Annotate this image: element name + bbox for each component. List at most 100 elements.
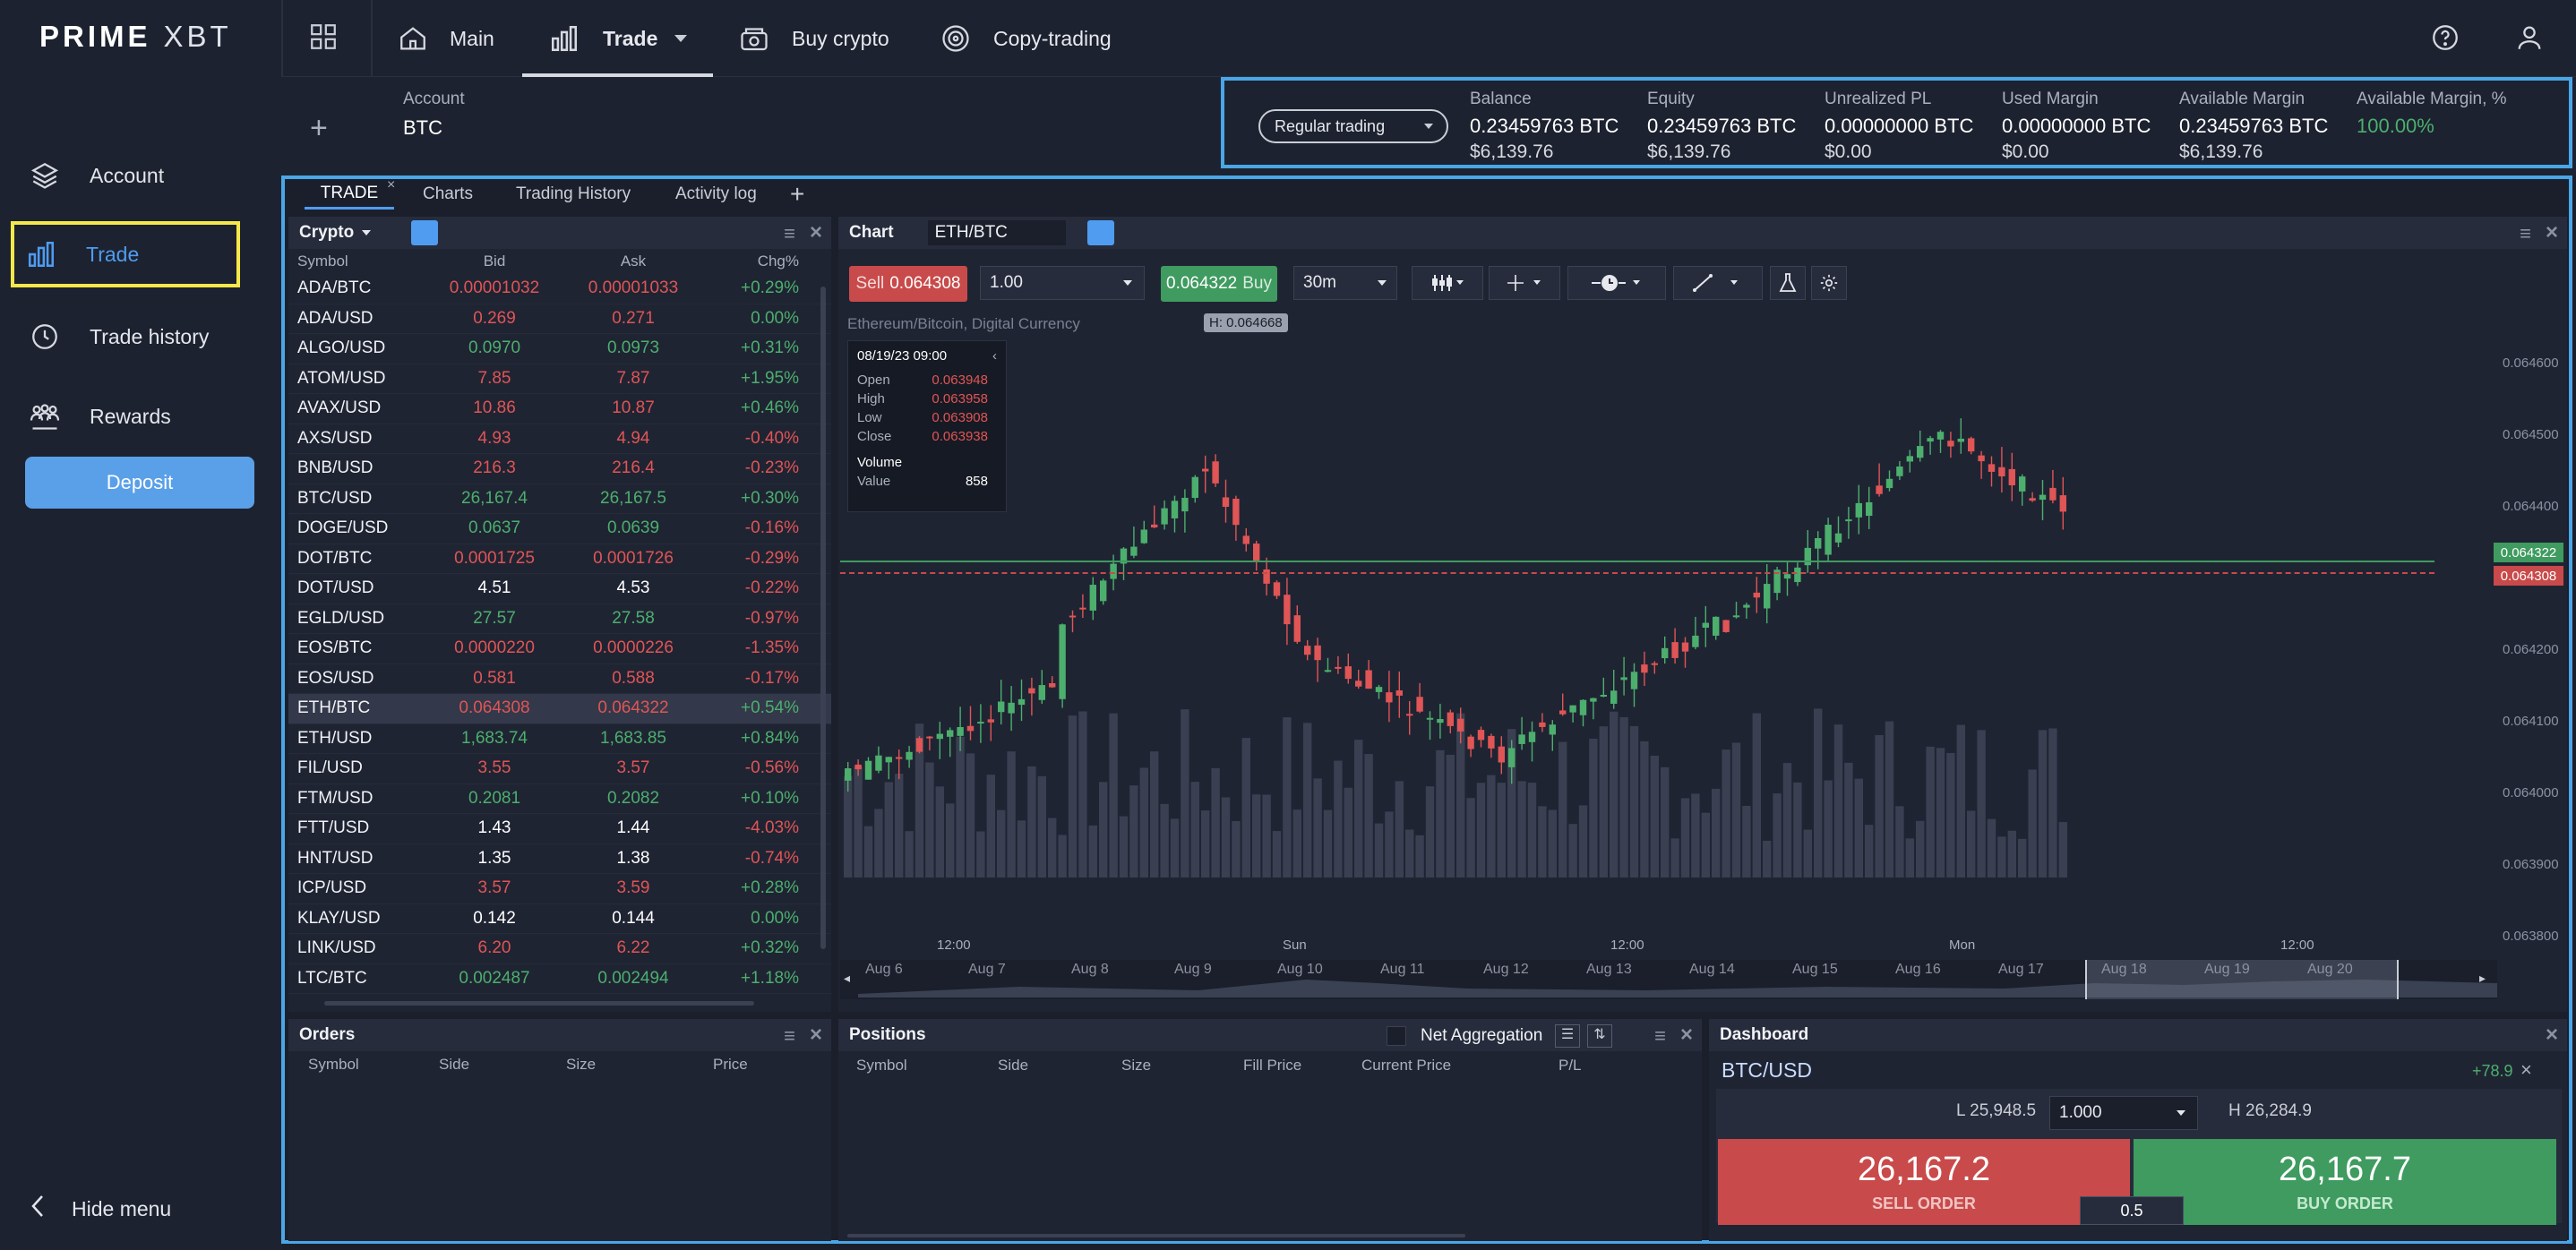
price-axis[interactable]: 0.0646000.0645000.0644000.0643000.064200…	[2495, 217, 2565, 1012]
help-icon[interactable]	[2430, 22, 2460, 57]
col-bid[interactable]: Bid	[483, 253, 506, 270]
table-row[interactable]: ADA/BTC 0.00001032 0.00001033 +0.29%	[288, 274, 831, 304]
table-row[interactable]: DOT/BTC 0.0001725 0.0001726 -0.29%	[288, 544, 831, 574]
table-row[interactable]: FTT/USD 1.43 1.44 -4.03%	[288, 814, 831, 844]
horizontal-scrollbar[interactable]	[324, 1001, 754, 1006]
close-icon[interactable]: ×	[2545, 1023, 2558, 1047]
sort-icon[interactable]: ⇅	[1587, 1024, 1612, 1048]
nav-buy-crypto[interactable]: Buy crypto	[738, 0, 889, 77]
table-row[interactable]: FTM/USD 0.2081 0.2082 +0.10%	[288, 784, 831, 814]
crosshair-button[interactable]	[1489, 266, 1560, 300]
table-row[interactable]: DOGE/USD 0.0637 0.0639 -0.16%	[288, 514, 831, 544]
col-fill-price[interactable]: Fill Price	[1243, 1057, 1302, 1074]
time-tools-button[interactable]	[1567, 266, 1666, 300]
close-icon[interactable]: ×	[809, 1023, 822, 1047]
menu-icon[interactable]: ≡	[1654, 1024, 1666, 1047]
dashboard-qty-select[interactable]: 1.000	[2049, 1096, 2198, 1130]
link-icon[interactable]	[411, 220, 439, 245]
close-icon[interactable]: ×	[809, 220, 822, 244]
table-row[interactable]: ATOM/USD 7.85 7.87 +1.95%	[288, 364, 831, 394]
nav-left-arrow[interactable]: ◂	[844, 971, 851, 985]
chevron-left-icon[interactable]: ‹	[992, 348, 997, 364]
candle-type-button[interactable]	[1412, 266, 1483, 300]
col-size[interactable]: Size	[1121, 1057, 1152, 1074]
nav-right-arrow[interactable]: ▸	[2479, 971, 2486, 985]
chart-qty-select[interactable]: 1.00	[980, 266, 1145, 300]
table-row[interactable]: FIL/USD 3.55 3.57 -0.56%	[288, 754, 831, 784]
close-icon[interactable]: ×	[1679, 1023, 1693, 1047]
table-row[interactable]: ETH/USD 1,683.74 1,683.85 +0.84%	[288, 724, 831, 754]
sell-order-button[interactable]: 26,167.2 SELL ORDER	[1718, 1139, 2130, 1225]
table-row[interactable]: ICP/USD 3.57 3.59 +0.28%	[288, 874, 831, 904]
col-chg[interactable]: Chg%	[757, 253, 799, 270]
table-row[interactable]: ADA/USD 0.269 0.271 0.00%	[288, 304, 831, 334]
table-row[interactable]: LTC/BTC 0.002487 0.002494 +1.18%	[288, 964, 831, 994]
menu-icon[interactable]: ≡	[784, 222, 795, 244]
table-row[interactable]: EGLD/USD 27.57 27.58 -0.97%	[288, 604, 831, 634]
nav-main[interactable]: Main	[398, 0, 494, 77]
table-row[interactable]: AVAX/USD 10.86 10.87 +0.46%	[288, 394, 831, 424]
navigator-window[interactable]	[2085, 960, 2399, 999]
col-ask[interactable]: Ask	[620, 253, 647, 270]
prime-xbt-logo[interactable]: PRIME XBT	[39, 20, 232, 53]
col-size[interactable]: Size	[566, 1056, 597, 1073]
tab-trade[interactable]: TRADE	[305, 179, 394, 210]
drawing-tools-button[interactable]	[1673, 266, 1763, 300]
table-row[interactable]: BTC/USD 26,167.4 26,167.5 +0.30%	[288, 484, 831, 514]
menu-icon[interactable]: ≡	[784, 1024, 795, 1047]
apps-grid-icon[interactable]	[308, 21, 339, 56]
horizontal-scrollbar[interactable]	[847, 1234, 1465, 1237]
close-tab-icon[interactable]: ×	[387, 177, 396, 193]
crypto-panel-title[interactable]: Crypto	[299, 223, 355, 242]
tab-activity-log[interactable]: Activity log	[675, 179, 757, 210]
sidebar-item-trade-history[interactable]: Trade history	[18, 304, 242, 370]
col-symbol[interactable]: Symbol	[297, 253, 348, 270]
tab-trading-history[interactable]: Trading History	[516, 179, 631, 210]
col-pl[interactable]: P/L	[1558, 1057, 1582, 1074]
table-row[interactable]: DOT/USD 4.51 4.53 -0.22%	[288, 574, 831, 604]
scrollbar[interactable]	[820, 287, 826, 949]
interval-select[interactable]: 30m	[1293, 266, 1397, 300]
nav-copy-trading[interactable]: Copy-trading	[940, 0, 1112, 77]
trading-mode-select[interactable]: Regular trading	[1258, 109, 1448, 143]
close-icon[interactable]: ×	[2545, 220, 2558, 244]
user-icon[interactable]	[2514, 22, 2545, 57]
col-symbol[interactable]: Symbol	[856, 1057, 907, 1074]
deposit-button[interactable]: Deposit	[25, 457, 254, 509]
table-row[interactable]: BNB/USD 216.3 216.4 -0.23%	[288, 454, 831, 484]
table-row[interactable]: LINK/USD 6.20 6.22 +0.32%	[288, 934, 831, 964]
col-price[interactable]: Price	[713, 1056, 748, 1073]
nav-trade[interactable]: Trade	[547, 0, 709, 77]
close-icon[interactable]: ×	[2520, 1058, 2532, 1081]
sidebar-item-rewards[interactable]: Rewards	[18, 383, 242, 449]
table-row[interactable]: HNT/USD 1.35 1.38 -0.74%	[288, 844, 831, 874]
hide-menu-button[interactable]: Hide menu	[30, 1194, 171, 1223]
chart-sell-button[interactable]: Sell 0.064308	[849, 266, 967, 302]
col-current-price[interactable]: Current Price	[1361, 1057, 1452, 1074]
add-tab-icon[interactable]: +	[790, 180, 805, 208]
chart-buy-button[interactable]: 0.064322 Buy	[1161, 266, 1277, 302]
table-row[interactable]: EOS/USD 0.581 0.588 -0.17%	[288, 664, 831, 694]
link-icon[interactable]	[1086, 220, 1114, 245]
menu-icon[interactable]: ≡	[2520, 222, 2531, 244]
table-row[interactable]: ETH/BTC 0.064308 0.064322 +0.54%	[288, 694, 831, 724]
candlestick-chart[interactable]	[840, 333, 2073, 906]
col-side[interactable]: Side	[998, 1057, 1029, 1074]
col-symbol[interactable]: Symbol	[308, 1056, 359, 1073]
filter-icon[interactable]: ☰	[1555, 1024, 1580, 1048]
table-row[interactable]: ALGO/USD 0.0970 0.0973 +0.31%	[288, 334, 831, 364]
col-side[interactable]: Side	[439, 1056, 470, 1073]
table-row[interactable]: AXS/USD 4.93 4.94 -0.40%	[288, 424, 831, 454]
sidebar-item-trade[interactable]: Trade	[11, 221, 240, 287]
indicators-button[interactable]	[1770, 266, 1806, 300]
chart-symbol-field[interactable]: ETH/BTC	[927, 220, 1066, 245]
table-row[interactable]: EOS/BTC 0.0000220 0.0000226 -1.35%	[288, 634, 831, 664]
tab-charts[interactable]: Charts	[423, 179, 473, 210]
caret-down-icon[interactable]	[361, 229, 372, 236]
sidebar-item-account[interactable]: Account	[18, 142, 242, 209]
table-row[interactable]: KLAY/USD 0.142 0.144 0.00%	[288, 904, 831, 934]
chart-settings-button[interactable]	[1811, 266, 1847, 300]
buy-order-button[interactable]: 26,167.7 BUY ORDER	[2134, 1139, 2556, 1225]
chart-navigator[interactable]: Aug 6 Aug 7 Aug 8 Aug 9 Aug 10 Aug 11 Aug 12 Au…	[840, 960, 2497, 999]
add-account-icon[interactable]: +	[310, 111, 328, 145]
